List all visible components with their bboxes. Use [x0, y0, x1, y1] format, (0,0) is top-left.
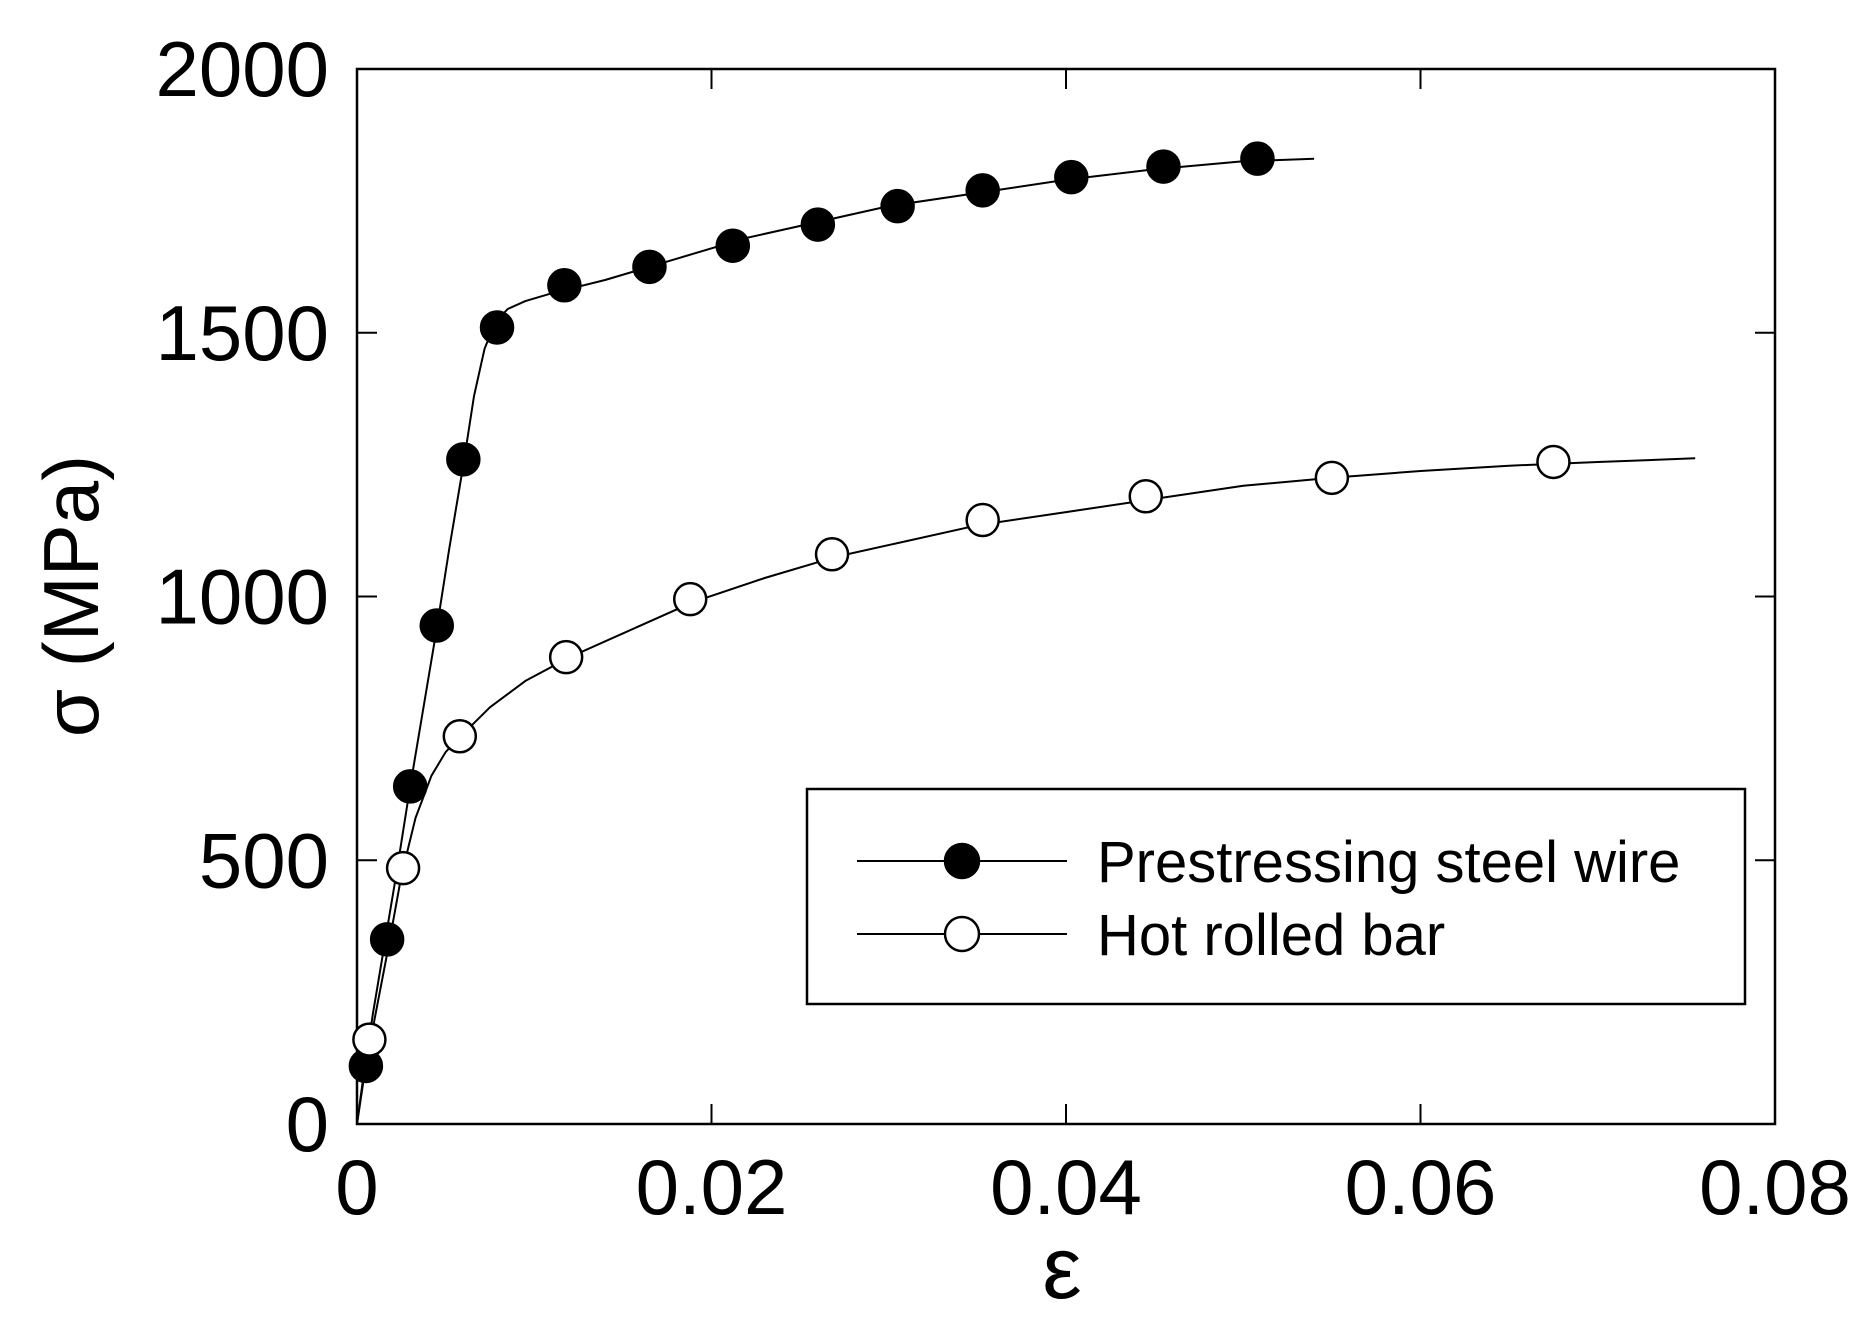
- y-tick-label: 0: [286, 1080, 329, 1168]
- data-point-prestressing-steel-wire: [1054, 159, 1089, 195]
- data-point-hot-rolled-bar: [352, 1022, 387, 1057]
- data-point-prestressing-steel-wire: [392, 769, 428, 804]
- data-point-prestressing-steel-wire: [632, 249, 667, 285]
- y-tick-label: 2000: [155, 25, 329, 113]
- y-tick-labels: 0 500 1000 1500 2000: [155, 25, 329, 1168]
- data-point-hot-rolled-bar: [548, 639, 584, 675]
- legend-label-prestressing-steel-wire: Prestressing steel wire: [1097, 830, 1680, 895]
- data-point-prestressing-steel-wire: [446, 442, 481, 477]
- series-layer: [348, 141, 1696, 1125]
- data-point-hot-rolled-bar: [385, 850, 421, 886]
- y-tick-label: 1000: [155, 553, 329, 641]
- data-point-prestressing-steel-wire: [715, 228, 751, 263]
- legend-label-hot-rolled-bar: Hot rolled bar: [1097, 903, 1445, 968]
- data-point-hot-rolled-bar: [814, 537, 850, 572]
- y-tick-label: 1500: [155, 289, 329, 377]
- x-tick-label: 0.08: [1699, 1143, 1851, 1231]
- x-tick-labels: 0 0.02 0.04 0.06 0.08: [335, 1143, 1851, 1231]
- data-point-hot-rolled-bar: [965, 502, 1000, 538]
- axis-ticks: [357, 69, 1775, 1124]
- x-tick-label: 0.04: [990, 1143, 1142, 1231]
- y-axis-title: σ (MPa): [27, 455, 115, 737]
- legend-box: [805, 787, 1747, 1006]
- legend-marker-prestressing-steel-wire: [943, 842, 981, 880]
- data-point-prestressing-steel-wire: [965, 173, 1000, 208]
- data-point-hot-rolled-bar: [1536, 444, 1571, 480]
- legend: Prestressing steel wire Hot rolled bar: [805, 787, 1747, 1006]
- data-point-hot-rolled-bar: [1314, 460, 1350, 496]
- data-point-prestressing-steel-wire: [880, 188, 915, 224]
- x-tick-label: 0.06: [1345, 1143, 1497, 1231]
- data-point-hot-rolled-bar: [1128, 479, 1164, 514]
- x-tick-label: 0.02: [636, 1143, 788, 1231]
- data-point-prestressing-steel-wire: [419, 608, 455, 643]
- y-tick-label: 500: [199, 816, 329, 904]
- data-point-hot-rolled-bar: [442, 719, 478, 754]
- x-tick-label: 0: [335, 1143, 378, 1231]
- data-point-hot-rolled-bar: [672, 581, 708, 617]
- data-point-prestressing-steel-wire: [800, 207, 836, 242]
- data-point-prestressing-steel-wire: [1240, 141, 1275, 176]
- data-point-prestressing-steel-wire: [479, 310, 515, 345]
- legend-marker-hot-rolled-bar: [943, 915, 981, 953]
- data-point-prestressing-steel-wire: [547, 268, 582, 303]
- x-axis-title: ε: [1042, 1218, 1081, 1317]
- data-point-prestressing-steel-wire: [1146, 149, 1181, 184]
